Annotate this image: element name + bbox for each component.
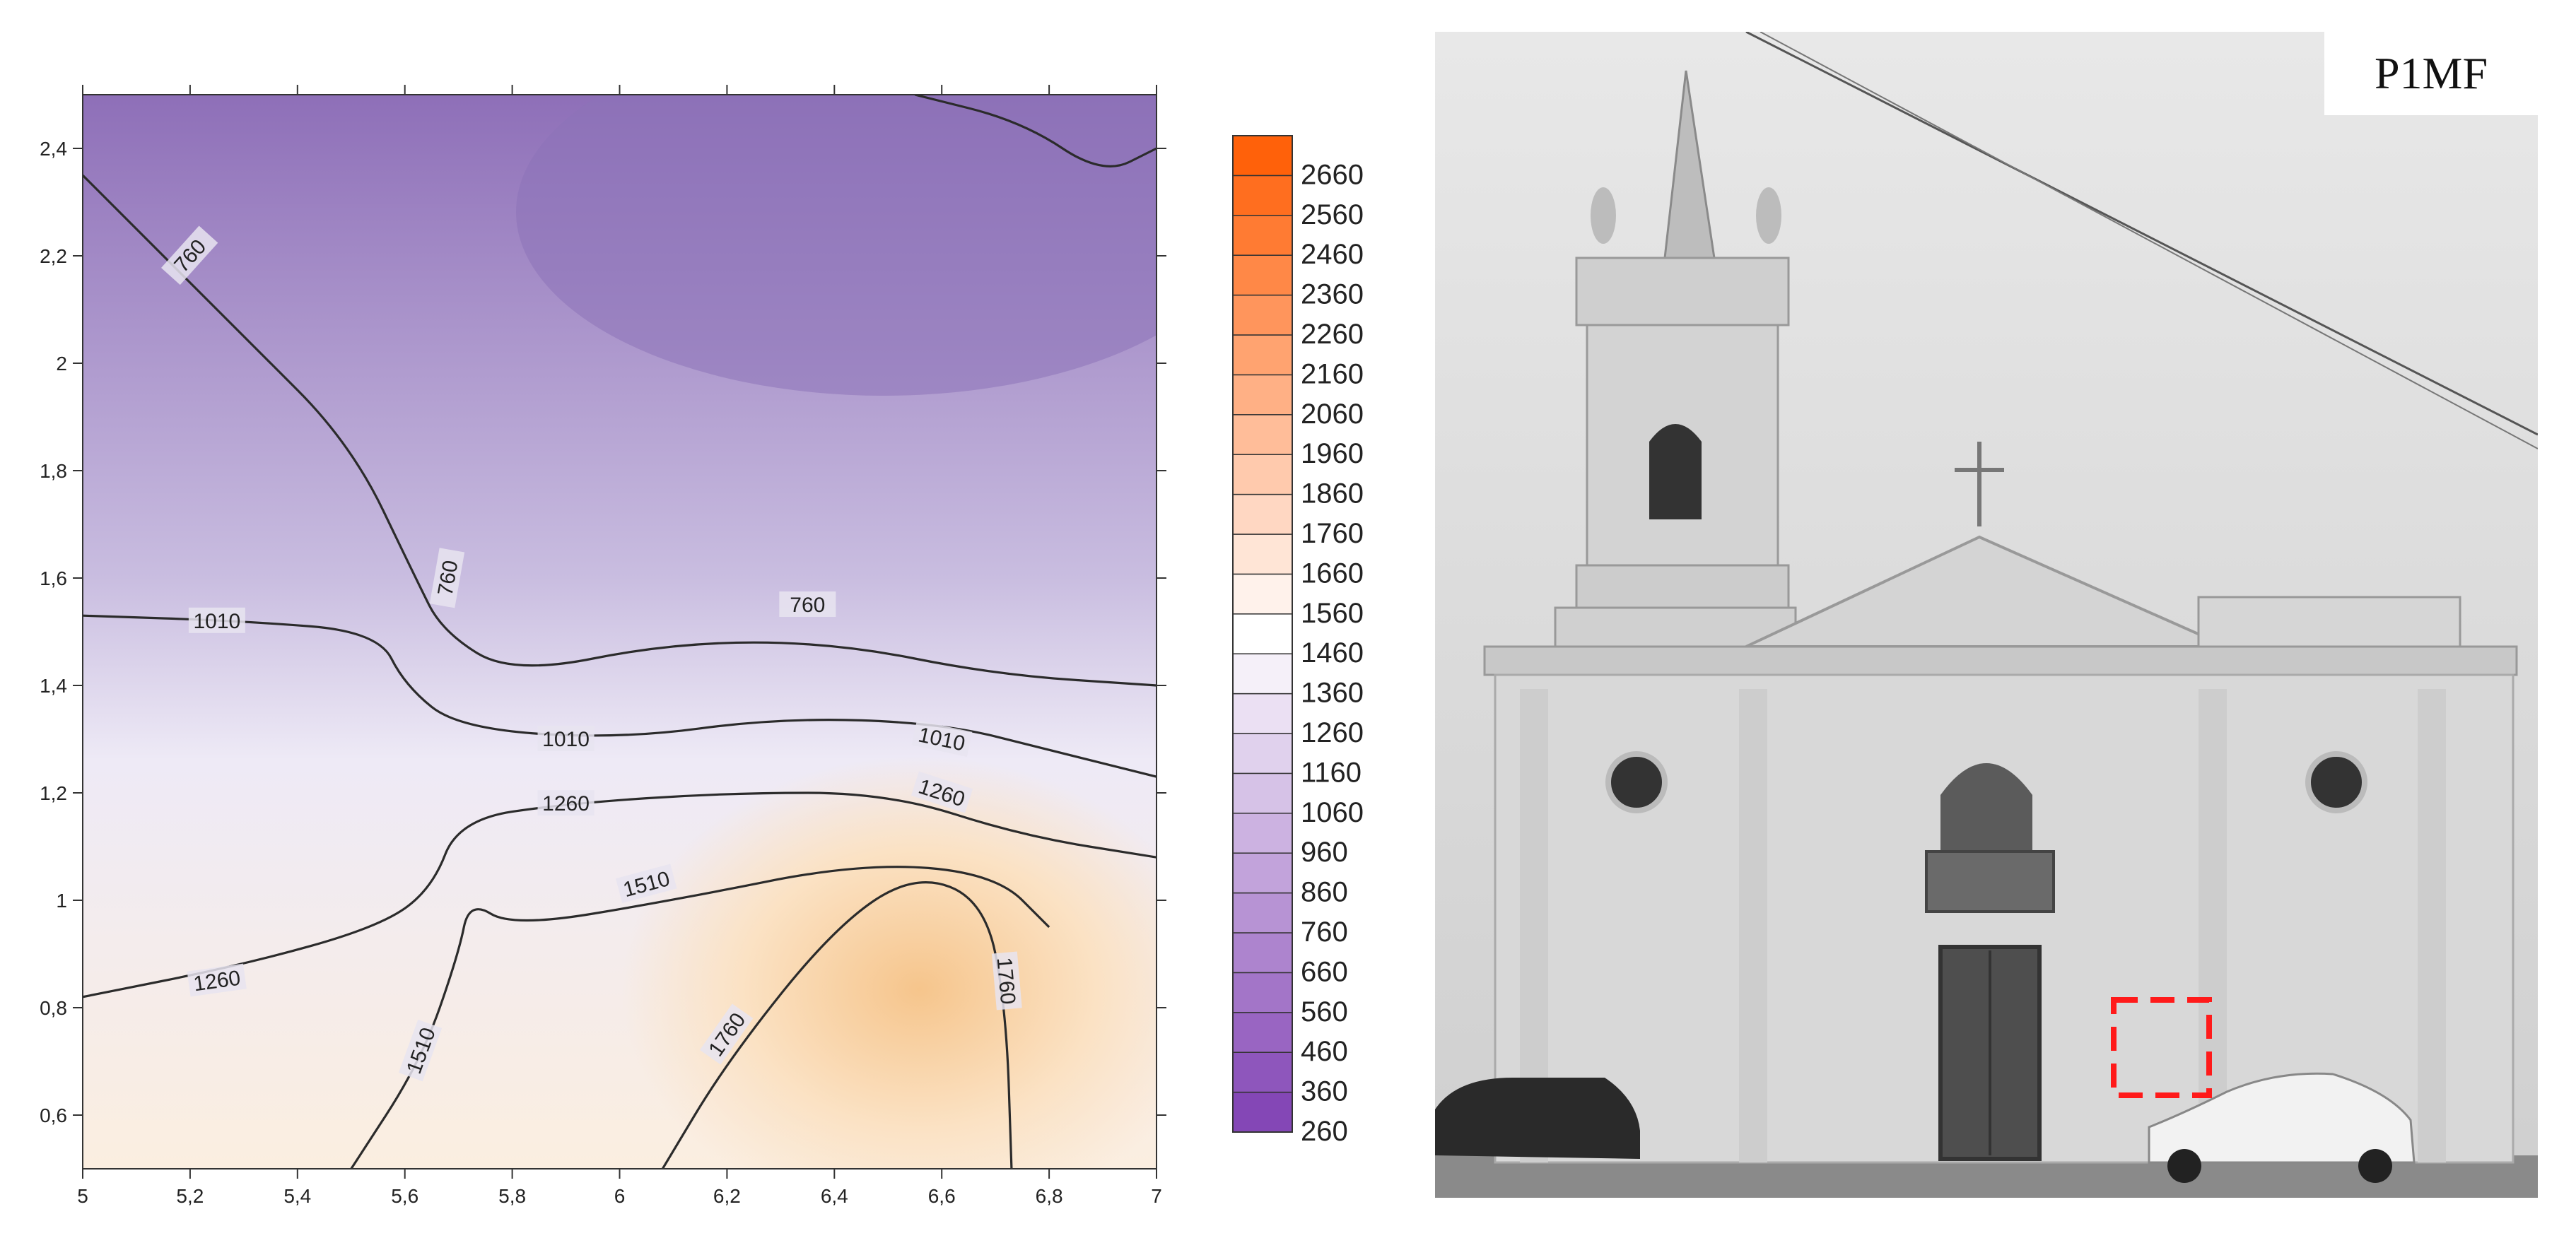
colorbar-label: 2060 xyxy=(1301,399,1364,430)
colorbar-swatch xyxy=(1232,254,1293,296)
colorbar-label: 1760 xyxy=(1301,518,1364,549)
colorbar-label: 360 xyxy=(1301,1076,1348,1107)
colorbar-swatch xyxy=(1232,733,1293,774)
colorbar-swatch xyxy=(1232,972,1293,1013)
contour-label-text: 1010 xyxy=(194,610,241,633)
colorbar-label: 1460 xyxy=(1301,637,1364,668)
colorbar-swatch xyxy=(1232,135,1293,177)
y-tick-label: 1,2 xyxy=(40,782,67,804)
colorbar-swatch xyxy=(1232,653,1293,695)
colorbar-swatch xyxy=(1232,175,1293,216)
x-tick-label: 5,4 xyxy=(283,1185,311,1207)
y-tick-label: 1,6 xyxy=(40,567,67,589)
y-axis: 0,6 0,8 1 1,2 1,4 1,6 1,8 2 2,2 2,4 xyxy=(40,138,1166,1126)
colorbar-label: 1860 xyxy=(1301,478,1364,509)
colorbar-swatch xyxy=(1232,1091,1293,1133)
contour-field xyxy=(83,95,1157,1169)
colorbar-label: 1660 xyxy=(1301,558,1364,589)
contour-line xyxy=(914,95,1157,167)
colorbar-label: 760 xyxy=(1301,917,1348,948)
x-axis: 5 5,2 5,4 5,6 5,8 6 6,2 6,4 6,6 6,8 7 xyxy=(77,85,1162,1207)
colorbar-swatch xyxy=(1232,772,1293,814)
church-image xyxy=(1435,30,2539,1198)
contour-label-text: 1760 xyxy=(992,956,1019,1005)
colorbar-label: 960 xyxy=(1301,837,1348,868)
x-tick-label: 6 xyxy=(614,1185,626,1207)
y-tick-label: 1,4 xyxy=(40,675,67,697)
colorbar-label: 2360 xyxy=(1301,279,1364,310)
contour-label-text: 1260 xyxy=(542,792,590,815)
colorbar-swatch xyxy=(1232,294,1293,336)
colorbar-swatch xyxy=(1232,573,1293,615)
colorbar-swatch xyxy=(1232,613,1293,654)
colorbar-swatch xyxy=(1232,852,1293,894)
contour-label: 1010 xyxy=(537,726,595,751)
y-tick-label: 2 xyxy=(56,353,67,375)
contour-label: 1010 xyxy=(188,607,245,633)
colorbar-swatch xyxy=(1232,932,1293,974)
x-tick-label: 5,8 xyxy=(498,1185,526,1207)
y-tick-label: 0,6 xyxy=(40,1104,67,1126)
colorbar-swatch xyxy=(1232,454,1293,495)
colorbar-label: 2160 xyxy=(1301,358,1364,389)
colorbar-frame xyxy=(1232,135,1293,1133)
church-photo: P1MF xyxy=(1435,30,2539,1198)
y-tick-label: 1 xyxy=(56,890,67,912)
contour-label-text: 760 xyxy=(790,594,825,617)
contour-line xyxy=(83,174,1157,687)
colorbar-swatch xyxy=(1232,414,1293,455)
colorbar-label: 1060 xyxy=(1301,797,1364,828)
measurement-area-marker xyxy=(2111,997,2212,1098)
contour-line xyxy=(83,791,1157,998)
colorbar-swatch xyxy=(1232,374,1293,416)
x-tick-label: 7 xyxy=(1151,1185,1162,1207)
x-tick-label: 6,4 xyxy=(821,1185,848,1207)
y-tick-label: 0,8 xyxy=(40,997,67,1019)
y-tick-label: 2,2 xyxy=(40,245,67,267)
colorbar-swatch xyxy=(1232,1051,1293,1093)
colorbar-label: 1560 xyxy=(1301,598,1364,629)
x-tick-label: 6,6 xyxy=(928,1185,956,1207)
colorbar-label: 860 xyxy=(1301,877,1348,908)
x-tick-label: 5 xyxy=(77,1185,88,1207)
colorbar-label: 1260 xyxy=(1301,717,1364,748)
contour-label: 1760 xyxy=(991,951,1022,1011)
colorbar-label: 1160 xyxy=(1301,757,1362,788)
colorbar-label: 460 xyxy=(1301,1036,1348,1067)
contour-label: 760 xyxy=(429,548,465,608)
colorbar-swatch xyxy=(1232,1012,1293,1053)
colorbar-swatch xyxy=(1232,215,1293,256)
colorbar: 260 360 460 560 660 760 860 960 1060 1160 1260 1360… xyxy=(1232,135,1364,1147)
colorbar-label: 1360 xyxy=(1301,678,1364,709)
y-tick-label: 2,4 xyxy=(40,138,67,160)
colorbar-label: 1960 xyxy=(1301,438,1364,469)
colorbar-label: 2460 xyxy=(1301,239,1364,270)
colorbar-swatch xyxy=(1232,534,1293,575)
contour-label: 760 xyxy=(779,591,836,617)
photo-label: P1MF xyxy=(2324,32,2538,115)
colorbar-label: 260 xyxy=(1301,1116,1348,1147)
colorbar-swatch xyxy=(1232,334,1293,376)
colorbar-label: 2660 xyxy=(1301,159,1364,190)
x-tick-label: 6,8 xyxy=(1036,1185,1063,1207)
colorbar-swatch xyxy=(1232,493,1293,535)
colorbar-label: 560 xyxy=(1301,996,1348,1027)
y-tick-label: 1,8 xyxy=(40,460,67,482)
x-tick-label: 5,6 xyxy=(391,1185,418,1207)
x-tick-label: 6,2 xyxy=(713,1185,741,1207)
colorbar-label: 2260 xyxy=(1301,319,1364,350)
colorbar-label: 2560 xyxy=(1301,199,1364,230)
contour-label: 1260 xyxy=(537,790,595,816)
colorbar-swatch xyxy=(1232,813,1293,854)
contour-label-text: 1010 xyxy=(542,728,590,751)
colorbar-swatch xyxy=(1232,693,1293,734)
x-tick-label: 5,2 xyxy=(176,1185,204,1207)
colorbar-label: 660 xyxy=(1301,956,1348,987)
colorbar-swatch xyxy=(1232,892,1293,933)
